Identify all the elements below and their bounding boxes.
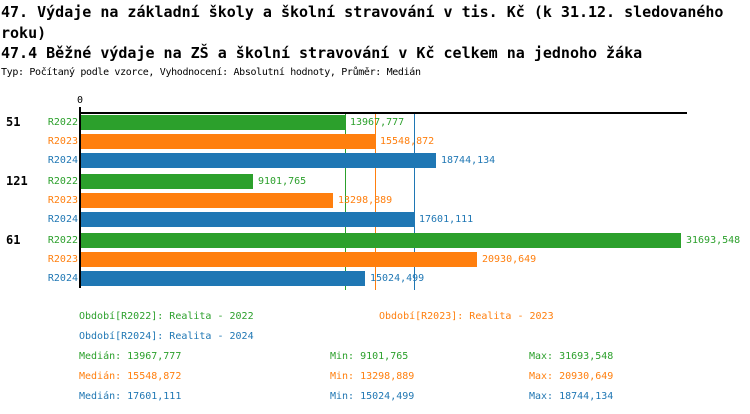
bar-value-label: 9101,765 (258, 176, 307, 187)
stat-min-r2023: Min: 13298,889 (330, 371, 415, 382)
bar-value-label: 15024,499 (370, 273, 425, 284)
bar-r2022-group-51 (81, 115, 345, 130)
stat-min-r2022: Min: 9101,765 (330, 351, 409, 362)
legend-item-r2022: Období[R2022]: Realita - 2022 (79, 311, 254, 322)
stat-max-r2024: Max: 18744,134 (529, 391, 614, 402)
bar-value-label: 18744,134 (441, 155, 496, 166)
bar-value-label: 13967,777 (350, 117, 405, 128)
bar-value-label: 13298,889 (338, 195, 393, 206)
group-label-121: 121 (6, 174, 28, 188)
x-axis-zero-label: 0 (76, 95, 84, 106)
page-title: 47. Výdaje na základní školy a školní st… (1, 3, 724, 42)
page-subtitle: 47.4 Běžné výdaje na ZŠ a školní stravov… (1, 44, 643, 62)
row-label-r2022: R2022 (47, 176, 78, 187)
median-line-r2024 (414, 113, 415, 290)
row-label-r2024: R2024 (47, 155, 78, 166)
bar-value-label: 17601,111 (419, 214, 474, 225)
bar-r2024-group-121 (81, 212, 414, 227)
chart-meta-line: Typ: Počítaný podle vzorce, Vyhodnocení:… (1, 67, 421, 78)
bar-r2023-group-61 (81, 252, 477, 267)
legend-item-r2023: Období[R2023]: Realita - 2023 (379, 311, 554, 322)
stat-max-r2023: Max: 20930,649 (529, 371, 614, 382)
y-axis-line (79, 107, 81, 288)
stat-median-r2023: Medián: 15548,872 (79, 371, 182, 382)
bar-value-label: 31693,548 (686, 235, 741, 246)
median-line-r2022 (345, 113, 346, 290)
bar-r2023-group-51 (81, 134, 375, 149)
legend-item-r2024: Období[R2024]: Realita - 2024 (79, 331, 254, 342)
bar-r2024-group-61 (81, 271, 365, 286)
row-label-r2024: R2024 (47, 214, 78, 225)
stat-max-r2022: Max: 31693,548 (529, 351, 614, 362)
row-label-r2024: R2024 (47, 273, 78, 284)
group-label-61: 61 (6, 233, 21, 247)
row-label-r2023: R2023 (47, 254, 78, 265)
row-label-r2022: R2022 (47, 117, 78, 128)
group-label-51: 51 (6, 115, 21, 129)
x-axis-line (79, 112, 687, 114)
stat-median-r2024: Medián: 17601,111 (79, 391, 182, 402)
bar-r2023-group-121 (81, 193, 333, 208)
bar-r2022-group-121 (81, 174, 253, 189)
stat-min-r2024: Min: 15024,499 (330, 391, 415, 402)
row-label-r2022: R2022 (47, 235, 78, 246)
bar-r2024-group-51 (81, 153, 436, 168)
bar-r2022-group-61 (81, 233, 681, 248)
stat-median-r2022: Medián: 13967,777 (79, 351, 182, 362)
row-label-r2023: R2023 (47, 195, 78, 206)
bar-value-label: 20930,649 (482, 254, 537, 265)
row-label-r2023: R2023 (47, 136, 78, 147)
bar-value-label: 15548,872 (380, 136, 435, 147)
median-line-r2023 (375, 113, 376, 290)
